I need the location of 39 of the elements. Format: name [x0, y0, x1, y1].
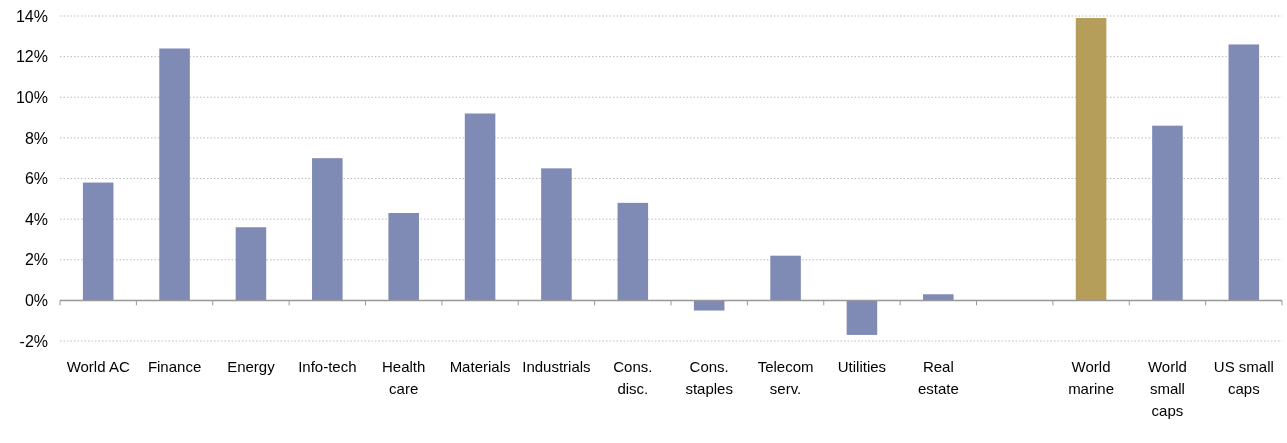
x-tick-label: World small caps [1147, 358, 1187, 419]
bar [82, 182, 114, 301]
x-tick-label: Real estate [917, 358, 959, 397]
y-tick-label: -2% [19, 332, 48, 350]
bar [464, 113, 496, 301]
bar [1228, 44, 1260, 301]
bar [1152, 125, 1183, 301]
bar [159, 48, 190, 301]
x-tick-label: World marine [1068, 358, 1114, 397]
y-tick-label: 8% [24, 129, 48, 147]
x-tick-label: Finance [147, 358, 202, 375]
bar [541, 168, 572, 301]
bar [693, 300, 725, 311]
bar [235, 227, 267, 301]
x-tick-label: Cons. disc. [613, 358, 653, 397]
y-tick-label: 4% [24, 210, 48, 228]
x-tick-label: Materials [449, 358, 511, 375]
x-tick-label: Utilities [837, 358, 887, 375]
bar [923, 294, 954, 301]
x-tick-label: US small caps [1213, 358, 1274, 397]
x-tick-label: World AC [66, 358, 130, 375]
x-tick-label: Cons. staples [685, 358, 733, 397]
bar [312, 158, 343, 301]
x-tick-label: Industrials [522, 358, 591, 375]
x-tick-label: Info-tech [298, 358, 357, 375]
y-tick-label: 0% [24, 291, 48, 309]
bar [770, 255, 801, 301]
y-tick-label: 10% [15, 88, 48, 106]
y-tick-label: 14% [15, 7, 48, 25]
y-tick-label: 6% [24, 170, 48, 188]
y-tick-label: 2% [24, 251, 48, 269]
bar [617, 202, 649, 301]
bar [846, 300, 878, 335]
x-tick-label: Telecom serv. [757, 358, 814, 397]
y-tick-label: 12% [15, 48, 48, 66]
x-tick-label: Energy [227, 358, 276, 375]
bar [1075, 18, 1107, 301]
bar [388, 213, 419, 301]
x-tick-label: Health care [382, 358, 426, 397]
